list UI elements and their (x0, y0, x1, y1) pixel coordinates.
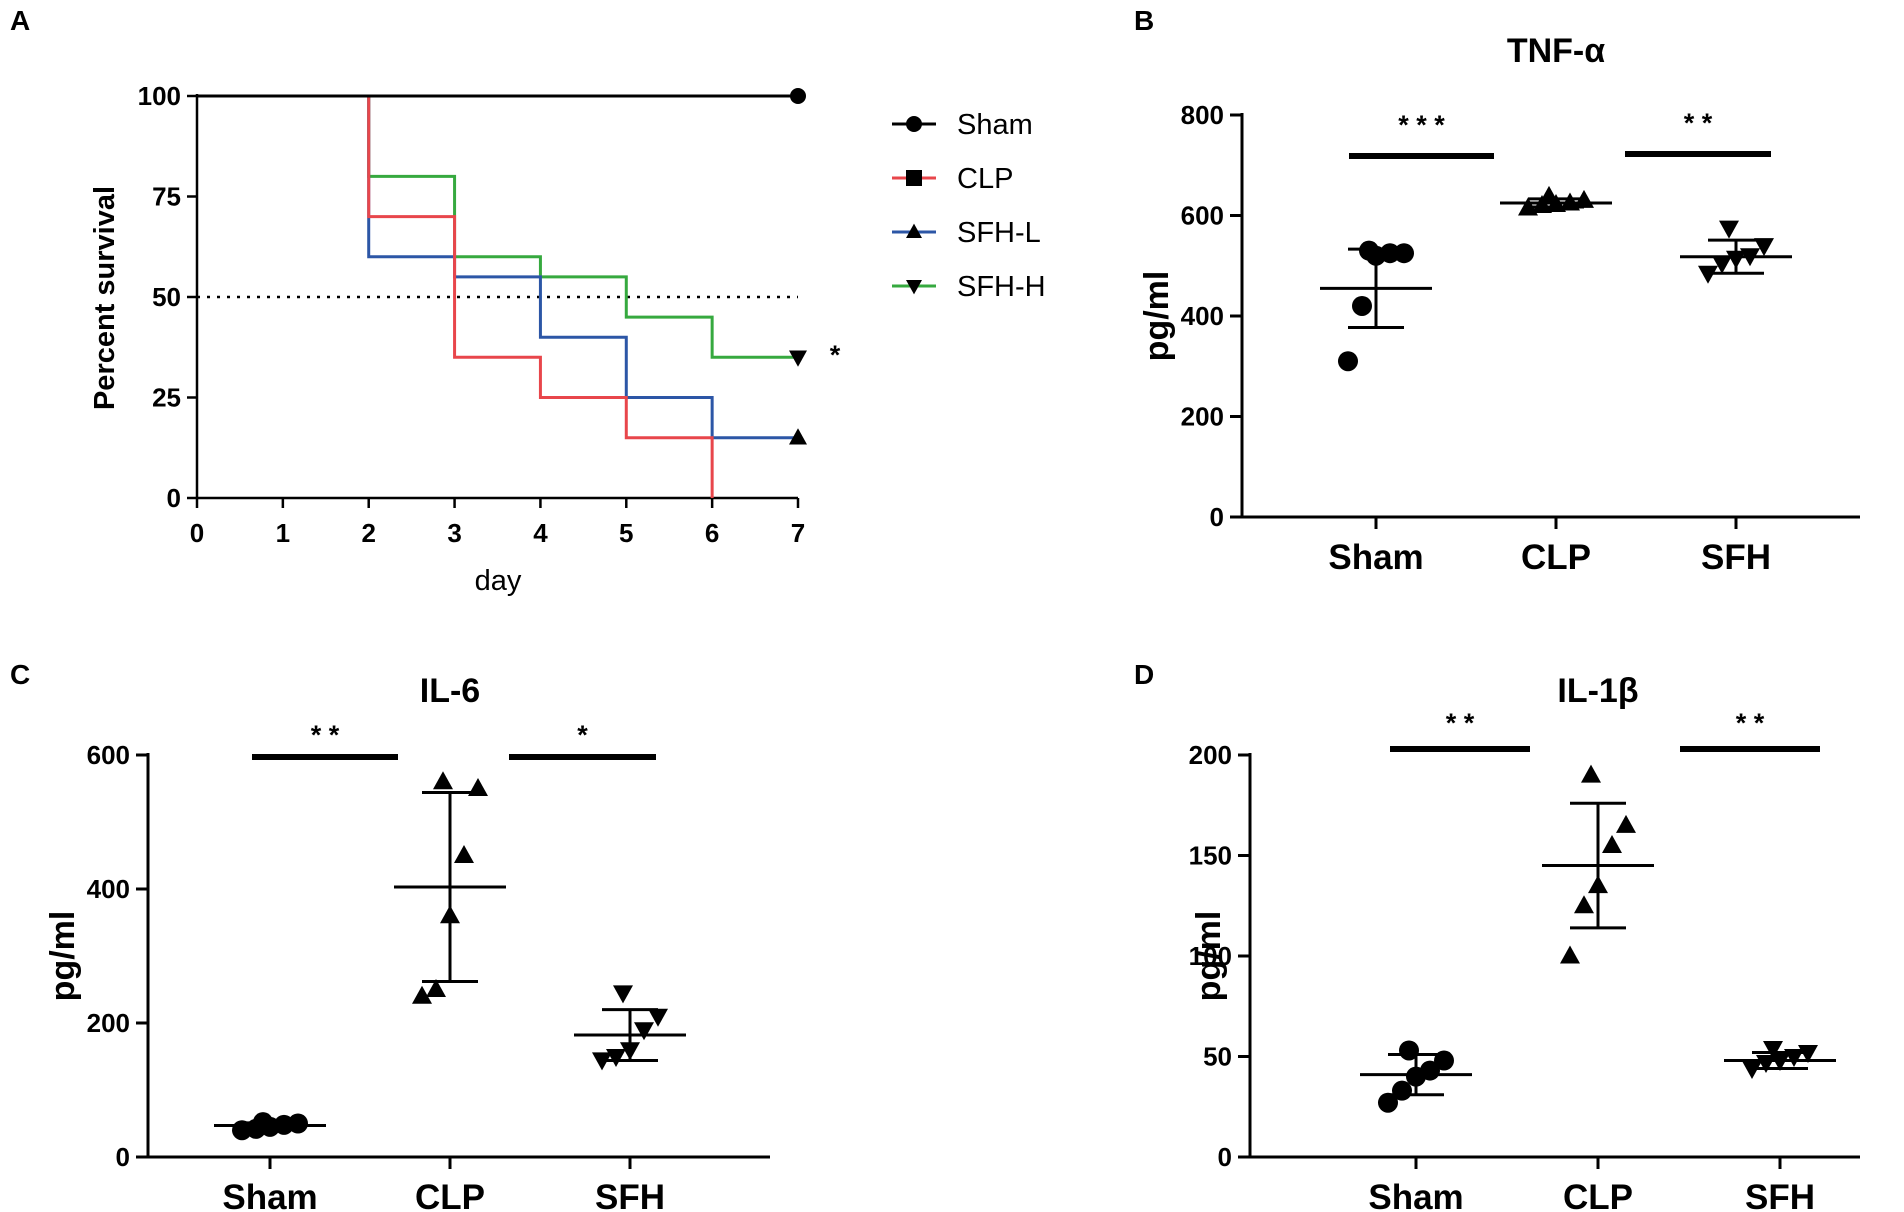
chart-title: IL-1β (1557, 672, 1638, 710)
panel-letter-b: B (1134, 5, 1154, 36)
y-tick-label: 100 (1189, 941, 1232, 971)
legend-marker-sham (906, 116, 922, 132)
data-point-clp (1602, 834, 1622, 853)
significance-stars: * * (311, 720, 340, 750)
y-axis-title: pg/ml (1138, 271, 1176, 362)
chart-b-dotplot: 0 200 400 600 800 Sham CLP SFH TNF-α pg/ml * * * * … (1138, 32, 1860, 577)
x-category-label: CLP (1563, 1178, 1633, 1212)
data-point-clp (1560, 945, 1580, 964)
data-point-clp (412, 985, 432, 1004)
y-tick-label: 0 (167, 483, 181, 513)
data-point-sfh (1712, 255, 1732, 274)
x-tick-label: 4 (533, 518, 548, 548)
legend-label-sham: Sham (957, 109, 1033, 141)
series-line-clp (197, 94, 714, 498)
x-category-label: CLP (415, 1178, 485, 1212)
legend-marker-clp (906, 170, 922, 186)
y-tick-label: 200 (1181, 402, 1224, 432)
end-marker-sfh-h (789, 350, 807, 367)
x-category-label: Sham (222, 1178, 317, 1212)
x-tick-label: 0 (190, 518, 204, 548)
x-tick-label: 7 (791, 518, 805, 548)
y-axis-title: Percent survival (89, 186, 121, 410)
data-point-sfh (613, 985, 633, 1004)
y-axis-title: pg/ml (44, 911, 82, 1002)
series-line-sfh-l (197, 94, 798, 440)
y-tick-label: 75 (152, 182, 181, 212)
y-tick-label: 50 (152, 282, 181, 312)
data-point-sham (1359, 240, 1379, 261)
significance-star: * (830, 340, 841, 370)
panel-letter-d: D (1134, 659, 1154, 690)
x-category-label: Sham (1328, 538, 1423, 577)
x-category-label: SFH (595, 1178, 665, 1212)
data-point-clp (1616, 814, 1636, 833)
x-tick-label: 1 (276, 518, 290, 548)
legend-label-sfh-l: SFH-L (957, 217, 1041, 249)
panel-letter-c: C (10, 659, 30, 690)
series-line-sfh-h (197, 94, 798, 359)
significance-stars: * * (1736, 708, 1765, 738)
y-tick-label: 800 (1181, 100, 1224, 130)
data-point-clp (1581, 764, 1601, 783)
x-category-label: SFH (1745, 1178, 1815, 1212)
end-marker-sfh-l (789, 428, 807, 445)
y-tick-label: 25 (152, 383, 181, 413)
legend-label-clp: CLP (957, 163, 1013, 195)
y-tick-label: 400 (1181, 301, 1224, 331)
legend-label-sfh-h: SFH-H (957, 271, 1046, 303)
chart-title: IL-6 (420, 672, 480, 710)
x-category-label: SFH (1701, 538, 1771, 577)
end-marker-sham (790, 88, 806, 104)
y-tick-label: 100 (138, 81, 181, 111)
data-point-sfh (606, 1049, 626, 1067)
y-tick-label: 600 (1181, 201, 1224, 231)
y-tick-label: 0 (1218, 1142, 1232, 1172)
chart-a-survival: 0 25 50 75 100 0 1 2 3 4 5 6 7 * day Percent survival Sh… (89, 81, 1046, 597)
data-point-clp (454, 845, 474, 863)
data-point-sfh (1763, 1040, 1783, 1059)
chart-d-dotplot: 0 50 100 150 200 Sham CLP SFH IL-1β pg/ml * * * * (1189, 672, 1860, 1212)
data-point-clp (1574, 895, 1594, 914)
data-point-sfh (1719, 220, 1739, 239)
significance-stars: * * * (1398, 110, 1445, 140)
significance-stars: * * (1684, 108, 1713, 138)
y-tick-label: 600 (87, 740, 130, 770)
y-tick-label: 400 (87, 874, 130, 904)
y-tick-label: 150 (1189, 841, 1232, 871)
x-tick-label: 2 (361, 518, 375, 548)
significance-stars: * * (1446, 708, 1475, 738)
x-tick-label: 6 (705, 518, 719, 548)
data-point-clp (426, 979, 446, 997)
data-point-sfh (648, 1008, 668, 1027)
data-point-clp (433, 771, 453, 790)
data-point-sham (1394, 243, 1414, 264)
y-tick-label: 50 (1203, 1042, 1232, 1072)
panel-letter-a: A (10, 5, 30, 36)
y-tick-label: 0 (1210, 502, 1224, 532)
legend-marker-sfh-l (906, 223, 922, 238)
data-point-sfh (1754, 238, 1774, 257)
x-tick-label: 3 (447, 518, 461, 548)
significance-stars: * (577, 720, 588, 750)
data-point-sham (1378, 1092, 1398, 1113)
y-axis-title: pg/ml (1190, 911, 1228, 1002)
data-point-sham (1338, 351, 1358, 372)
y-tick-label: 200 (1189, 740, 1232, 770)
x-category-label: CLP (1521, 538, 1591, 577)
x-tick-label: 5 (619, 518, 633, 548)
data-point-sfh (634, 1022, 654, 1041)
data-point-sham (1352, 295, 1372, 316)
chart-c-dotplot: 0 200 400 600 Sham CLP SFH IL-6 pg/ml * * * (44, 672, 770, 1212)
legend-marker-sfh-h (906, 280, 922, 295)
y-tick-label: 200 (87, 1008, 130, 1038)
chart-title: TNF-α (1507, 32, 1605, 70)
y-tick-label: 0 (116, 1142, 130, 1172)
x-axis-title: day (475, 565, 522, 597)
x-category-label: Sham (1368, 1178, 1463, 1212)
